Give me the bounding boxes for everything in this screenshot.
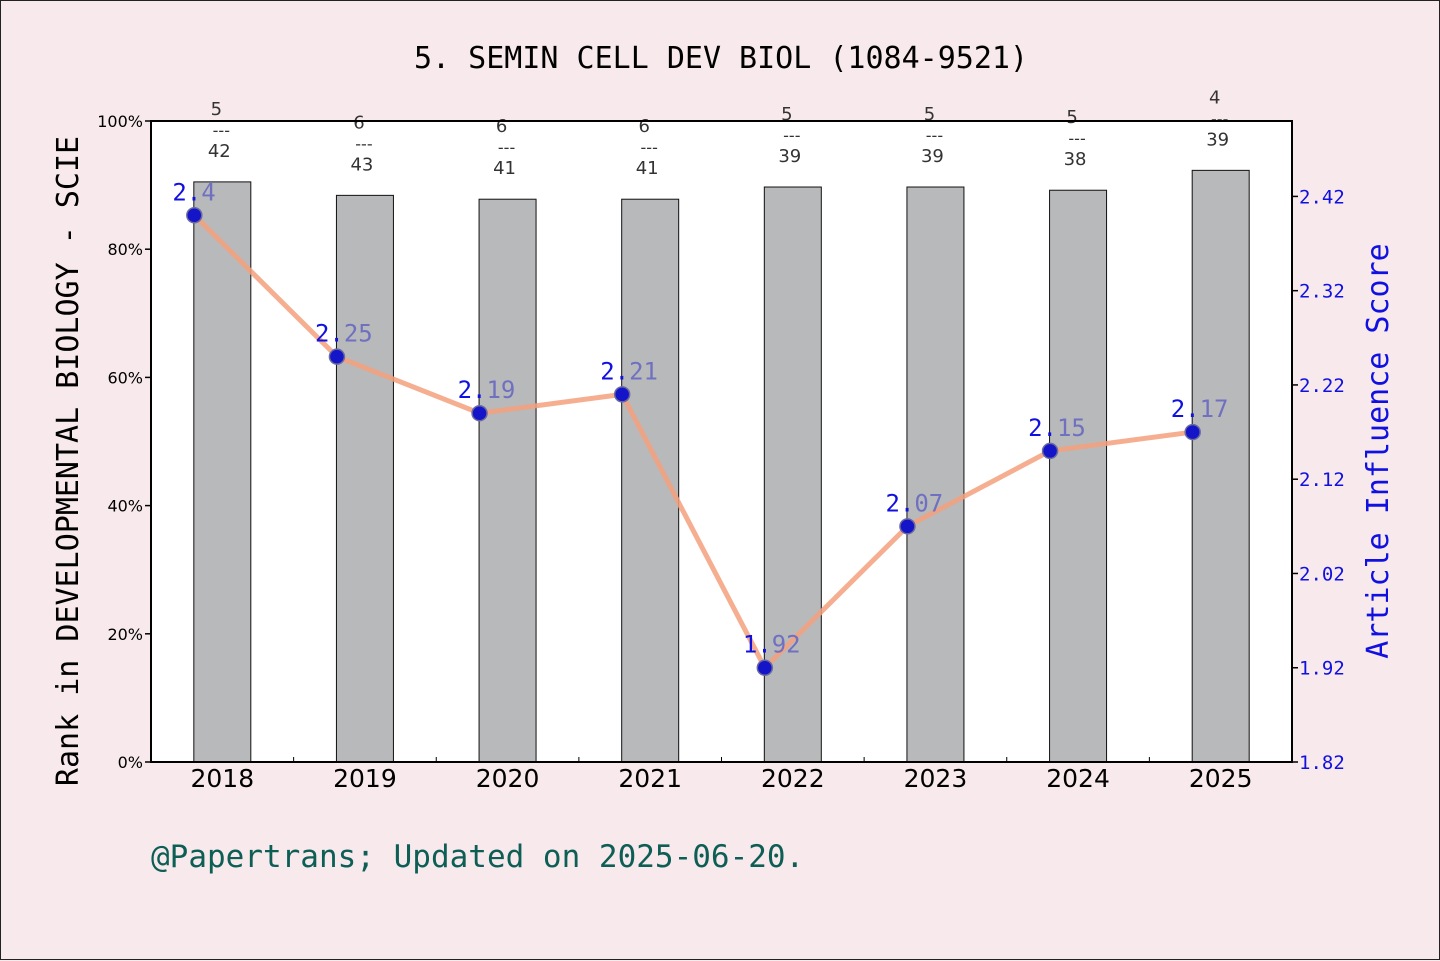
rank-label-separator: --- (355, 134, 372, 153)
influence-score-line (192, 213, 1194, 671)
rank-label-separator: --- (498, 138, 515, 157)
value-labels-group: 2.4 2.25 2.19 2.21 1.92 2.07 2.15 2.17 (172, 178, 1228, 658)
influence-point-2019 (328, 348, 346, 365)
influence-point-2023 (899, 518, 916, 535)
left-tick-label: 0% (118, 753, 143, 772)
influence-value-label: 2.4 (172, 178, 215, 206)
right-axis: 1.82 1.92 2.02 2.12 2.22 2.32 2.42 (1292, 186, 1345, 774)
influence-point-2021 (613, 386, 631, 403)
bars-group (193, 169, 1250, 763)
left-tick-label: 40% (107, 497, 143, 516)
x-tick-label: 2022 (761, 764, 825, 793)
x-tick-label: 2025 (1189, 764, 1253, 793)
x-tick-label: 2021 (618, 764, 682, 793)
left-axis: 0% 20% 40% 60% 80% 100% (97, 112, 151, 772)
rank-label-top: 5 (781, 104, 792, 125)
bar-2023 (906, 186, 965, 763)
chart-title: 5. SEMIN CELL DEV BIOL (1084-9521) (414, 41, 1028, 76)
bar-2020 (478, 198, 537, 763)
influence-value-label: 2.19 (458, 376, 516, 404)
influence-value-label: 2.07 (885, 489, 943, 517)
x-axis: 2018 2019 2020 2021 2022 2023 2024 2025 (191, 757, 1253, 793)
rank-label-top: 4 (1209, 87, 1220, 108)
rank-label-bottom: 41 (636, 158, 659, 179)
right-tick-label: 1.92 (1299, 658, 1345, 680)
left-tick-label: 100% (97, 112, 143, 131)
rank-label-separator: --- (641, 138, 658, 157)
rank-label-top: 5 (1066, 107, 1077, 128)
rank-label-separator: --- (783, 126, 800, 145)
rank-label-top: 5 (211, 99, 222, 120)
rank-label-bottom: 42 (208, 141, 231, 162)
influence-value-label: 2.25 (315, 320, 373, 348)
bar-2018 (193, 181, 252, 763)
right-tick-label: 1.82 (1299, 752, 1345, 774)
rank-label-separator: --- (1068, 129, 1085, 148)
x-tick-label: 2023 (904, 764, 968, 793)
left-axis-label: Rank in DEVELOPMENTAL BIOLOGY - SCIE (51, 136, 86, 786)
rank-labels-group: 5---426---436---416---415---395---395---… (208, 87, 1229, 179)
influence-value-label: 1.92 (743, 631, 801, 659)
rank-label-bottom: 39 (921, 146, 944, 167)
rank-label-separator: --- (213, 121, 230, 140)
influence-point-2024 (1041, 442, 1059, 460)
bar-2025 (1191, 169, 1250, 763)
right-tick-label: 2.42 (1299, 186, 1345, 208)
influence-point-2020 (471, 404, 488, 422)
right-tick-label: 2.22 (1299, 375, 1345, 397)
influence-point-2022 (756, 659, 774, 676)
left-tick-label: 80% (107, 240, 143, 259)
bar-2024 (1049, 189, 1108, 763)
right-axis-label: Article Influence Score (1361, 243, 1396, 658)
x-tick-label: 2018 (191, 764, 255, 793)
rank-label-top: 6 (638, 116, 649, 137)
rank-label-separator: --- (926, 126, 943, 145)
bar-2021 (621, 198, 680, 763)
influence-value-label: 2.15 (1028, 414, 1086, 442)
influence-point-2025 (1184, 423, 1201, 441)
left-tick-label: 20% (107, 625, 143, 644)
line-series-group (186, 207, 1201, 676)
rank-label-bottom: 41 (493, 158, 516, 179)
rank-label-bottom: 38 (1064, 149, 1087, 170)
rank-label-bottom: 39 (778, 146, 801, 167)
influence-point-2018 (186, 207, 203, 224)
x-tick-label: 2019 (333, 764, 397, 793)
rank-label-bottom: 43 (350, 154, 373, 175)
right-tick-label: 2.32 (1299, 281, 1345, 303)
bar-2022 (763, 186, 822, 763)
x-tick-label: 2024 (1046, 764, 1110, 793)
right-tick-label: 2.02 (1299, 563, 1345, 585)
rank-label-top: 6 (353, 112, 364, 133)
bar-2019 (335, 194, 394, 763)
rank-label-bottom: 39 (1206, 129, 1229, 150)
footer-credit: @Papertrans; Updated on 2025-06-20. (151, 839, 804, 875)
rank-label-top: 6 (496, 116, 507, 137)
right-tick-label: 2.12 (1299, 469, 1345, 491)
rank-label-top: 5 (924, 104, 935, 125)
influence-value-label: 2.21 (600, 357, 658, 385)
left-tick-label: 60% (107, 368, 143, 387)
x-tick-label: 2020 (476, 764, 540, 793)
rank-label-separator: --- (1211, 109, 1228, 128)
influence-value-label: 2.17 (1171, 395, 1229, 423)
